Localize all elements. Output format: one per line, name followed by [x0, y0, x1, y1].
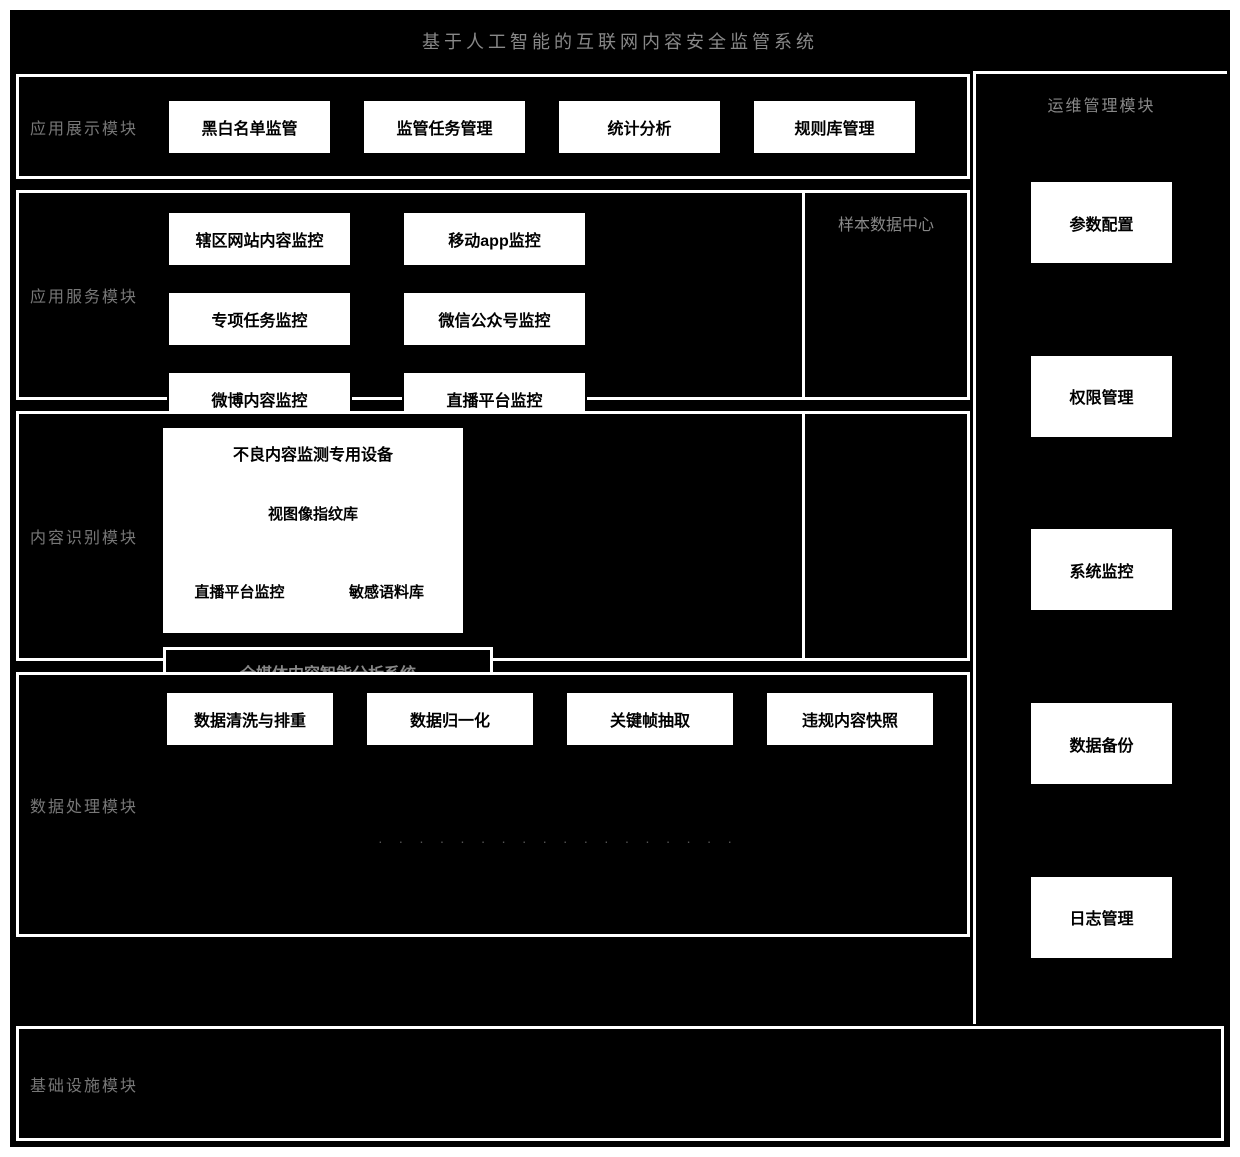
- module-box: 数据清洗与排重: [165, 691, 335, 747]
- right-sidebar: 运维管理模块 参数配置 权限管理 系统监控 数据备份 日志管理: [973, 71, 1227, 1024]
- module-box: 监管任务管理: [362, 99, 527, 155]
- section-body: 辖区网站内容监控 移动app监控 专项任务监控 微信公众号监控 微博内容监控 直…: [149, 193, 802, 397]
- architecture-diagram: 基于人工智能的互联网内容安全监管系统 应用展示模块 黑白名单监管 监管任务管理 …: [10, 10, 1230, 1147]
- section-body: 不良内容监测专用设备 视图像指纹库 直播平台监控 敏感语料库 全媒体内容智能分析…: [149, 414, 802, 658]
- sidebar-item: 数据备份: [1029, 701, 1174, 786]
- sample-data-center: 样本数据中心: [802, 193, 967, 397]
- module-box: 数据归一化: [365, 691, 535, 747]
- section-label: 数据处理模块: [19, 675, 149, 934]
- module-box: 规则库管理: [752, 99, 917, 155]
- sidebar-item: 系统监控: [1029, 527, 1174, 612]
- section-label: 应用服务模块: [19, 193, 149, 397]
- sidebar-title: 运维管理模块: [1047, 74, 1155, 126]
- sidebar-item: 日志管理: [1029, 875, 1174, 960]
- grid-cell: 敏感语料库: [313, 553, 460, 631]
- module-box: 关键帧抽取: [565, 691, 735, 747]
- left-column: 应用展示模块 黑白名单监管 监管任务管理 统计分析 规则库管理 应用服务模块 辖…: [13, 71, 973, 1024]
- sidebar-item: 参数配置: [1029, 180, 1174, 265]
- module-box: 移动app监控: [402, 211, 587, 267]
- section-app-display: 应用展示模块 黑白名单监管 监管任务管理 统计分析 规则库管理: [16, 74, 970, 179]
- diagram-title: 基于人工智能的互联网内容安全监管系统: [422, 28, 818, 54]
- section-label: 内容识别模块: [19, 414, 149, 658]
- diagram-title-bar: 基于人工智能的互联网内容安全监管系统: [13, 13, 1227, 71]
- section-body: [149, 1029, 1221, 1138]
- sidebar-item: 权限管理: [1029, 354, 1174, 439]
- main-columns: 应用展示模块 黑白名单监管 监管任务管理 统计分析 规则库管理 应用服务模块 辖…: [13, 71, 1227, 1024]
- sidebar-items: 参数配置 权限管理 系统监控 数据备份 日志管理: [976, 126, 1227, 1024]
- module-box: 统计分析: [557, 99, 722, 155]
- grid-cell: 直播平台监控: [166, 553, 313, 631]
- section-content-recognition: 内容识别模块 不良内容监测专用设备 视图像指纹库 直播平台监控 敏感语料库 全媒…: [16, 411, 970, 661]
- section-infrastructure: 基础设施模块: [16, 1026, 1224, 1141]
- subbox-grid: 视图像指纹库 直播平台监控 敏感语料库: [166, 475, 460, 630]
- section-data-processing: 数据处理模块 数据清洗与排重 数据归一化 关键帧抽取 违规内容快照 · · · …: [16, 672, 970, 937]
- section-label: 基础设施模块: [19, 1029, 149, 1138]
- section-body: 黑白名单监管 监管任务管理 统计分析 规则库管理: [149, 77, 967, 176]
- section-side-blank: [802, 414, 967, 658]
- module-box: 微信公众号监控: [402, 291, 587, 347]
- subbox-title: 不良内容监测专用设备: [166, 431, 460, 475]
- module-box: 辖区网站内容监控: [167, 211, 352, 267]
- subbox-detection-equipment: 不良内容监测专用设备 视图像指纹库 直播平台监控 敏感语料库: [163, 428, 463, 633]
- section-label: 应用展示模块: [19, 77, 149, 176]
- module-box: 违规内容快照: [765, 691, 935, 747]
- module-box: 黑白名单监管: [167, 99, 332, 155]
- faint-content-hint: · · · · · · · · · · · · · · · · · ·: [378, 833, 738, 849]
- section-body: 数据清洗与排重 数据归一化 关键帧抽取 违规内容快照 · · · · · · ·…: [149, 675, 967, 934]
- module-box: 专项任务监控: [167, 291, 352, 347]
- data-proc-top-row: 数据清洗与排重 数据归一化 关键帧抽取 违规内容快照: [165, 691, 951, 747]
- side-label: 样本数据中心: [838, 211, 934, 235]
- section-app-service: 应用服务模块 辖区网站内容监控 移动app监控 专项任务监控 微信公众号监控 微…: [16, 190, 970, 400]
- grid-cell: 视图像指纹库: [166, 475, 460, 553]
- data-proc-bottom-area: · · · · · · · · · · · · · · · · · ·: [165, 763, 951, 918]
